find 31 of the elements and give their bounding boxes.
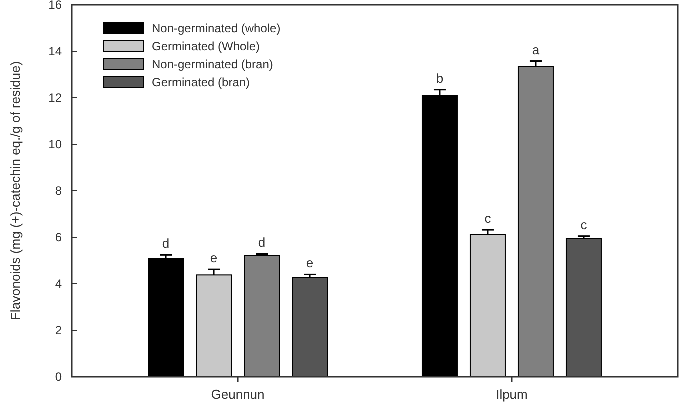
y-tick-label: 10 [48,138,62,152]
data-label: a [532,42,540,58]
bar [470,234,506,378]
data-label: d [162,236,170,252]
data-label: d [258,235,266,250]
data-label: e [210,250,218,266]
data-label: c [484,211,492,226]
y-tick-label: 6 [55,230,62,245]
bar [518,66,554,378]
data-label: b [436,70,444,86]
y-tick-label: 0 [55,370,62,384]
bar [148,258,184,378]
y-axis-title: Flavonoids (mg (+)-catechin eq./g of residue) [8,61,23,321]
data-label: c [580,217,588,232]
y-tick-label: 8 [55,184,62,198]
bar [196,274,232,378]
x-tick-label: Geunnun [211,387,265,402]
bar [566,238,602,378]
data-label: e [306,256,314,271]
bar [244,255,280,378]
legend-label: Non-germinated (whole) [152,22,281,36]
y-tick-label: 4 [55,277,62,292]
legend-label: Germinated (bran) [152,76,250,90]
x-tick-label: Ilpum [496,387,528,402]
y-tick-label: 12 [48,91,62,106]
y-tick-label: 16 [48,0,62,12]
legend-label: Germinated (Whole) [152,40,260,54]
y-tick-label: 14 [48,44,62,59]
bar [292,277,328,378]
y-tick-label: 2 [55,324,62,338]
legend-label: Non-germinated (bran) [152,58,274,72]
